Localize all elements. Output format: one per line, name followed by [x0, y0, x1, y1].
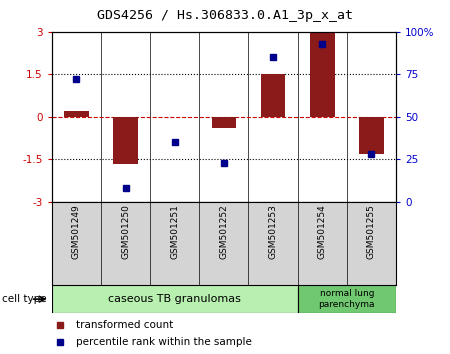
Bar	[64, 110, 89, 117]
Bar	[52, 285, 297, 313]
Text: caseous TB granulomas: caseous TB granulomas	[108, 294, 241, 304]
Text: GSM501255: GSM501255	[367, 204, 376, 259]
Bar	[261, 74, 285, 117]
Text: GDS4256 / Hs.306833.0.A1_3p_x_at: GDS4256 / Hs.306833.0.A1_3p_x_at	[97, 9, 353, 22]
Text: GSM501251: GSM501251	[170, 204, 179, 259]
Bar	[212, 117, 236, 127]
Bar	[113, 117, 138, 164]
Bar	[310, 32, 334, 117]
Text: GSM501254: GSM501254	[318, 204, 327, 259]
Bar	[359, 117, 384, 154]
Bar	[297, 285, 396, 313]
Text: GSM501250: GSM501250	[121, 204, 130, 259]
Text: GSM501249: GSM501249	[72, 204, 81, 259]
Text: percentile rank within the sample: percentile rank within the sample	[76, 337, 252, 347]
Text: cell type: cell type	[2, 294, 47, 304]
Text: GSM501252: GSM501252	[220, 204, 228, 259]
Text: transformed count: transformed count	[76, 320, 173, 330]
Text: GSM501253: GSM501253	[269, 204, 278, 259]
Text: normal lung
parenchyma: normal lung parenchyma	[319, 290, 375, 309]
